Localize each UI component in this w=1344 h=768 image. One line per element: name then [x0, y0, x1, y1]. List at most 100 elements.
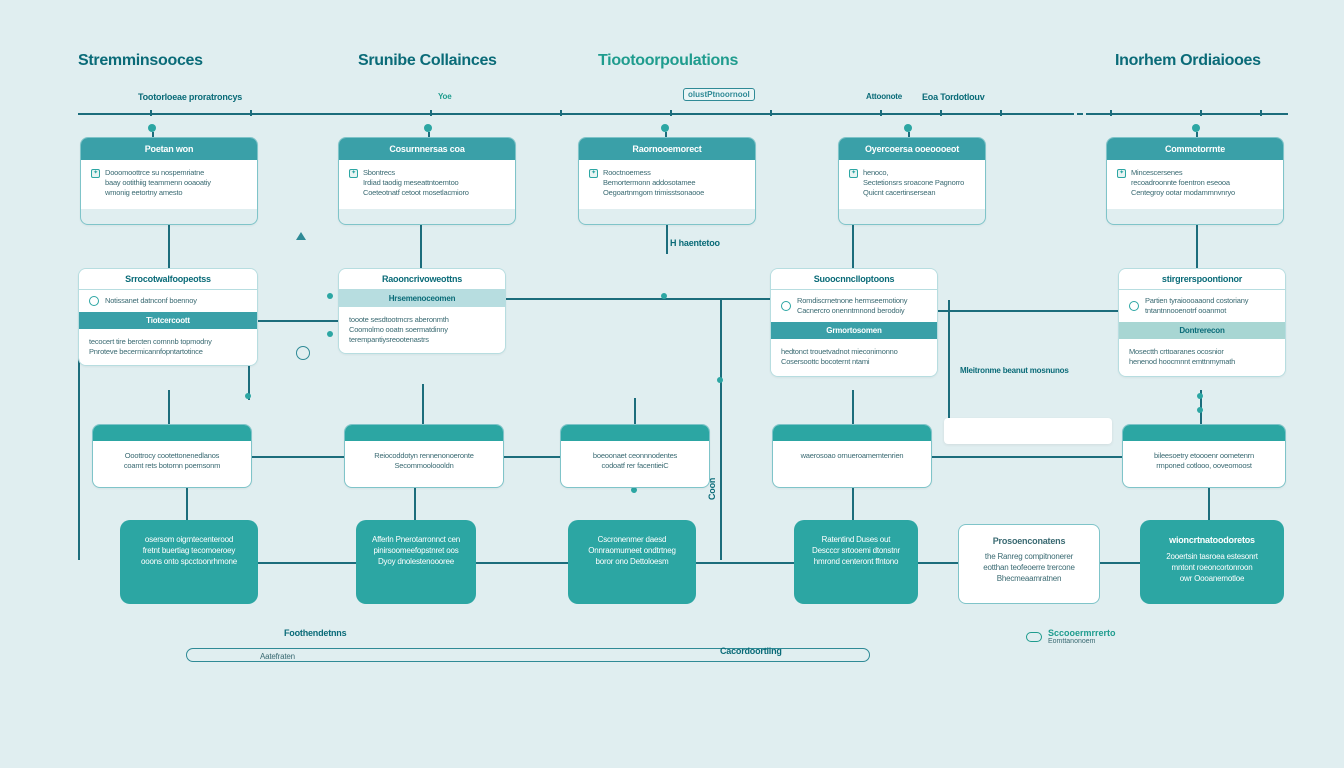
row2-card-1: RaooncrivoweottnsHrsemenoceomentooote se… [338, 268, 506, 354]
card-icon: ✦ [589, 169, 598, 178]
card-icon: ✦ [91, 169, 100, 178]
timeline-tick-10 [1200, 110, 1202, 116]
row1-card-header-0: Poetan won [81, 138, 257, 160]
sub-label-3: Eoa Tordotlouv [922, 92, 985, 102]
timeline-tick-11 [1260, 110, 1262, 116]
footer-label-1: Aatefraten [260, 652, 295, 661]
footer-label-0: Foothendetnns [284, 628, 346, 638]
timeline-tick-5 [770, 110, 772, 116]
section-icon [89, 296, 99, 306]
connector-17 [852, 488, 854, 520]
annotation-0: H haentetoo [670, 238, 720, 248]
flow-dot-2 [327, 331, 333, 337]
row2-card-header-1: Raooncrivoweottns [339, 269, 505, 290]
connector-19 [258, 320, 338, 322]
row2-card-sub-3: Dontrerecon [1119, 322, 1285, 339]
connector-7 [666, 225, 668, 254]
row4-card-body-1: Afferln Pnerotarronnct cenpinirsoomeefop… [370, 534, 462, 568]
row2-card-body-1: tooote sesdtootmcrs aberonmthCoomolmo oo… [339, 307, 505, 353]
pill-0: olustPtnoornool [683, 88, 755, 101]
row4-card-2: Cscronenmer daesdOnnraomurneet ondtrtneg… [568, 520, 696, 604]
column-title-0: Stremminsooces [78, 52, 203, 70]
section-icon [781, 301, 791, 311]
timeline-dot-4 [1192, 124, 1200, 132]
timeline-gap [1068, 113, 1092, 115]
row2-card-body-0: tecocert tire bercten comnnb topmodnyPnr… [79, 329, 257, 365]
row1-card-3: Oyercoersa ooeoooeot✦henoco,Sectetionsrs… [838, 137, 986, 225]
row2-card-header-0: Srrocotwalfoopeotss [79, 269, 257, 290]
row4-card-body-4: the Ranreg compitnonerereotthan teofeoer… [971, 551, 1087, 585]
person-icon [296, 346, 310, 360]
flow-dot-5 [717, 377, 723, 383]
connector-8 [852, 225, 854, 268]
row3-card-strip-2 [561, 425, 709, 441]
row3-card-strip-1 [345, 425, 503, 441]
row4-card-5: wioncrtnatoodoretos2ooertsin tasroea est… [1140, 520, 1284, 604]
row3-card-body-2: boeoonaet ceonnnodentescodoatf rer facen… [561, 441, 709, 481]
connector-33 [948, 300, 950, 418]
row1-card-body-1: ✦SbontrecsIrdiad taodig meseattntoemtooC… [339, 160, 515, 209]
row1-card-body-0: ✦Dooomoottrce su nospemriatnebaay ootith… [81, 160, 257, 209]
connector-15 [186, 488, 188, 520]
connector-13 [852, 390, 854, 424]
row3-card-body-3: waerosoao ornueroamemtenrien [773, 441, 931, 471]
timeline-tick-9 [1110, 110, 1112, 116]
connector-16 [414, 488, 416, 520]
row3-card-2: boeoonaet ceonnnodentescodoatf rer facen… [560, 424, 710, 488]
connector-22 [252, 456, 344, 458]
row1-card-body-4: ✦Mincescersenesrecoadroonnte foentron es… [1107, 160, 1283, 209]
row2-card-2: SuoocnnclloptoonsRomdiscrnetnone hermsee… [770, 268, 938, 377]
row2-card-sub-0: Tiotcercoott [79, 312, 257, 329]
row1-card-header-3: Oyercoersa ooeoooeot [839, 138, 985, 160]
timeline-tick-8 [1000, 110, 1002, 116]
row1-card-header-4: Commotorrnte [1107, 138, 1283, 160]
flow-dot-3 [245, 393, 251, 399]
connector-27 [696, 562, 794, 564]
flow-dot-0 [327, 293, 333, 299]
column-title-3: Inorhem Ordiaiooes [1115, 52, 1261, 70]
timeline-tick-2 [430, 110, 432, 116]
row1-card-header-1: Cosurnnersas coa [339, 138, 515, 160]
row4-card-title-4: Prosoenconatens [971, 535, 1087, 548]
row1-card-body-2: ✦RooctnoemessBemortermonn addosotameeOeg… [579, 160, 755, 209]
row2-card-sub-2: Grmortosomen [771, 322, 937, 339]
row4-card-body-3: Ratentind Duses outDescccr srtooemi dton… [808, 534, 904, 568]
row4-card-1: Afferln Pnerotarronnct cenpinirsoomeefop… [356, 520, 476, 604]
connector-10 [168, 390, 170, 424]
row1-card-2: Raornooemorect✦RooctnoemessBemortermonn … [578, 137, 756, 225]
connector-26 [476, 562, 568, 564]
row2-card-0: SrrocotwalfoopeotssNotissanet datnconf b… [78, 268, 258, 366]
sub-label-1: Yoe [438, 92, 451, 101]
flow-dot-6 [1197, 393, 1203, 399]
connector-23 [504, 456, 560, 458]
row4-card-title-5: wioncrtnatoodoretos [1154, 534, 1270, 547]
row3-card-strip-4 [1123, 425, 1285, 441]
connector-25 [258, 562, 356, 564]
row1-card-header-2: Raornooemorect [579, 138, 755, 160]
row3-card-3: waerosoao ornueroamemtenrien [772, 424, 932, 488]
row4-card-body-0: osersom oigrntecenteroodfretnt buertiag … [134, 534, 244, 568]
annotation-1: Mleitronme beanut mosnunos [960, 366, 1069, 375]
column-title-1: Srunibe Collainces [358, 52, 497, 70]
diagram-canvas: Stremminsooces Srunibe Collainces Tiootoor… [0, 0, 1344, 768]
column-title-2: Tiootoorpoulations [598, 52, 738, 70]
timeline-dot-2 [661, 124, 669, 132]
flow-dot-1 [661, 293, 667, 299]
timeline-dot-1 [424, 124, 432, 132]
row2-card-header-2: Suoocnnclloptoons [771, 269, 937, 290]
card-icon: ✦ [1117, 169, 1126, 178]
row2-card-body-2: hedtonct trouetvadnot mieconimonnoCosers… [771, 339, 937, 375]
connector-29 [1100, 562, 1140, 564]
flow-dot-7 [1197, 407, 1203, 413]
row1-card-0: Poetan won✦Dooomoottrce su nospemriatneb… [80, 137, 258, 225]
timeline-tick-1 [250, 110, 252, 116]
row2-card-body-3: Mosectth crttoaranes ocosniorhenenod hoo… [1119, 339, 1285, 375]
row3-card-body-0: Ooottrocy cootettonenedlanoscoamt rets b… [93, 441, 251, 481]
connector-21 [938, 310, 1118, 312]
sub-label-2: Attoonote [866, 92, 902, 101]
timeline-seg-1 [78, 113, 1068, 115]
connector-24 [932, 456, 1122, 458]
timeline-tick-7 [940, 110, 942, 116]
row4-card-4: Prosoenconatens the Ranreg compitnonerere… [958, 524, 1100, 604]
connector-32 [720, 300, 722, 560]
